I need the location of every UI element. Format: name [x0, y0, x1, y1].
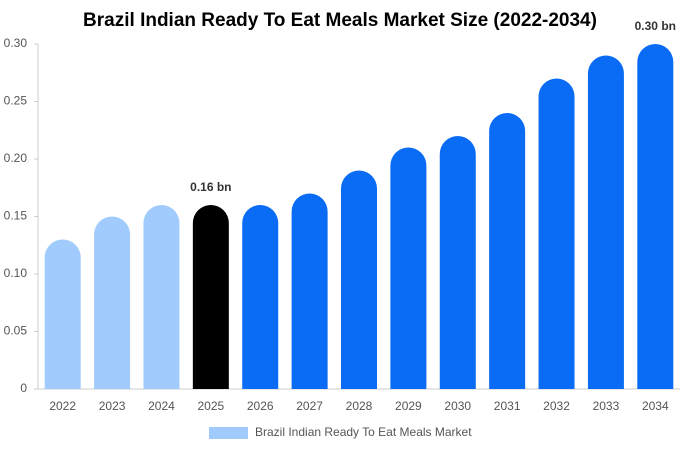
bar	[489, 112, 526, 389]
bar	[94, 216, 131, 389]
x-tick-label: 2024	[148, 399, 175, 413]
x-tick-label: 2027	[296, 399, 323, 413]
y-tick-label: 0.30	[4, 36, 28, 50]
bar	[143, 205, 180, 389]
x-tick-label: 2030	[444, 399, 471, 413]
x-tick-label: 2029	[395, 399, 422, 413]
x-tick-label: 2033	[593, 399, 620, 413]
x-tick-label: 2034	[642, 399, 669, 413]
y-tick-label: 0.20	[4, 151, 28, 165]
x-tick-label: 2032	[543, 399, 570, 413]
bar	[242, 205, 279, 389]
bar	[44, 239, 81, 389]
chart-title: Brazil Indian Ready To Eat Meals Market …	[83, 10, 597, 31]
x-tick-label: 2031	[494, 399, 521, 413]
bar	[390, 147, 427, 389]
bar	[637, 44, 674, 389]
y-tick-label: 0.15	[4, 209, 28, 223]
bar	[538, 78, 575, 389]
x-tick-label: 2028	[346, 399, 373, 413]
legend-label: Brazil Indian Ready To Eat Meals Market	[255, 425, 472, 439]
value-label: 0.16 bn	[190, 180, 231, 194]
x-tick-label: 2026	[247, 399, 274, 413]
x-tick-label: 2025	[197, 399, 224, 413]
bar	[341, 170, 377, 389]
value-label: 0.30 bn	[635, 19, 676, 33]
x-tick-label: 2022	[49, 399, 76, 413]
bar	[439, 136, 476, 389]
y-tick-label: 0.25	[4, 94, 28, 108]
legend-swatch	[209, 427, 248, 439]
bar	[587, 55, 624, 390]
y-tick-label: 0.05	[4, 324, 28, 338]
bar	[192, 205, 229, 389]
bar	[291, 193, 328, 389]
x-tick-label: 2023	[99, 399, 126, 413]
y-tick-label: 0.10	[4, 266, 28, 280]
y-tick-label: 0	[20, 381, 27, 395]
